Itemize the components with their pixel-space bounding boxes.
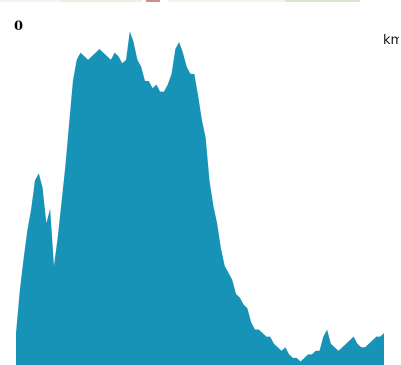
y-axis-tick-label: 0 bbox=[14, 19, 23, 34]
unit-label: km bbox=[383, 33, 401, 48]
top-strip-segment bbox=[168, 0, 285, 2]
top-strip-segment bbox=[146, 0, 160, 2]
plot-area bbox=[16, 31, 384, 365]
top-strip bbox=[0, 0, 401, 2]
top-strip-segment bbox=[60, 0, 142, 2]
right-edge-divider bbox=[399, 0, 401, 365]
elevation-area bbox=[16, 31, 384, 365]
top-strip-segment bbox=[0, 0, 60, 2]
top-strip-segment bbox=[285, 0, 360, 2]
